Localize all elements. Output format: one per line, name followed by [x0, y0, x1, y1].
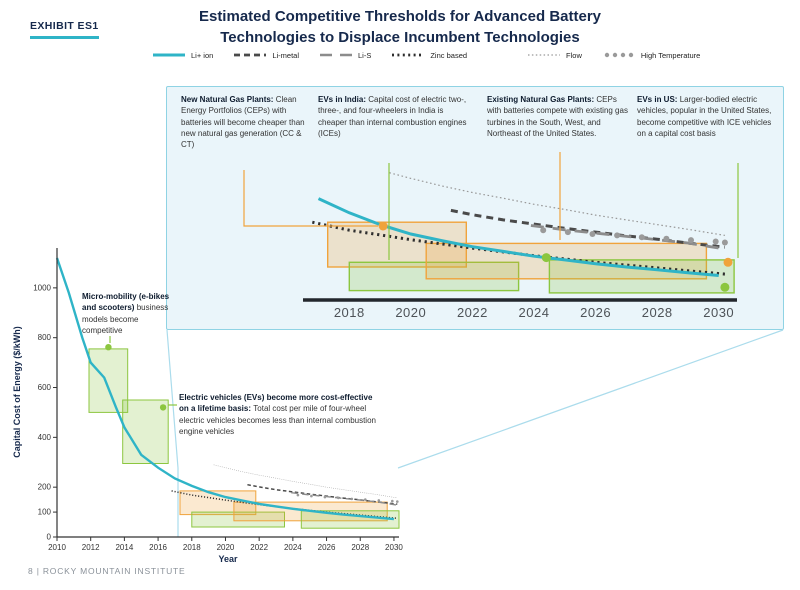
legend-item-li-metal: Li-metal	[233, 50, 299, 60]
annotation-lead: EVs in India:	[318, 95, 367, 104]
annotation-new-natural-gas: New Natural Gas Plants: Clean Energy Port…	[181, 94, 309, 151]
annotation-evs-india: EVs in India: Capital cost of electric tw…	[318, 94, 470, 139]
y-tick-label: 400	[38, 433, 52, 442]
y-tick-label: 800	[38, 333, 52, 342]
legend-item-zinc-based: Zinc based	[391, 50, 467, 60]
annotation-micro-mobility: Micro-mobility (e-bikes and scooters) bus…	[82, 291, 176, 336]
high-temperature-swatch-icon	[604, 52, 634, 58]
series-high-temperature-dot	[323, 495, 327, 499]
annotation-lead: EVs in US:	[637, 95, 678, 104]
legend-item-high-temperature: High Temperature	[602, 50, 700, 60]
series-high-temperature-dot	[396, 500, 399, 503]
series-high-temperature-dot	[391, 499, 394, 503]
x-tick-label: 2024	[284, 543, 302, 552]
series-high-temperature-dot	[377, 499, 381, 502]
threshold-box-ev-lifetime	[122, 399, 169, 464]
threshold-box-evs-india	[191, 511, 285, 528]
x-tick-label: 2018	[183, 543, 201, 552]
annotation-body: Clean Energy Portfolios (CEPs) with batt…	[181, 95, 305, 150]
legend-label: High Temperature	[640, 50, 701, 60]
x-tick-label: 2026	[318, 543, 336, 552]
x-tick-label: 2022	[250, 543, 268, 552]
annotation-lead: Electric vehicles (EVs) become more cost…	[179, 393, 373, 414]
y-tick-label: 100	[38, 508, 52, 517]
annotation-evs-us: EVs in US: Larger-bodied electric vehicle…	[637, 94, 778, 139]
legend-label: Flow	[566, 50, 582, 60]
x-tick-label: 2020	[217, 543, 235, 552]
annotation-body: business models become competitive	[82, 303, 169, 336]
annotation-body: CEPs with batteries compete with existin…	[487, 95, 628, 139]
x-tick-label: 2014	[115, 543, 133, 552]
annotation-body: Total cost per mile of four-wheel electr…	[179, 404, 376, 437]
threshold-box-existing-natural-gas	[233, 501, 388, 522]
annotation-lead: New Natural Gas Plants:	[181, 95, 274, 104]
series-high-temperature-dot	[337, 496, 340, 500]
li-metal-swatch-icon	[234, 53, 267, 57]
y-tick-label: 600	[38, 383, 52, 392]
x-axis-label: Year	[218, 554, 238, 564]
series-high-temperature-dot	[310, 494, 313, 498]
threshold-marker	[159, 404, 167, 411]
x-tick-label: 2016	[149, 543, 167, 552]
series-flow-line	[213, 464, 398, 499]
legend-item-flow: Flow	[527, 50, 582, 60]
annotation-lead: Micro-mobility (e-bikes and scooters)	[82, 292, 170, 313]
series-li-metal-line	[247, 483, 398, 505]
annotation-body: Larger-bodied electric vehicles, popular…	[637, 95, 772, 139]
x-tick-label: 2012	[82, 543, 100, 552]
zoom-connector-line	[166, 329, 179, 537]
threshold-box-micro-mobility	[88, 348, 129, 413]
y-tick-label: 200	[38, 483, 52, 492]
series-high-temperature-dot	[364, 498, 367, 501]
y-tick-label: 0	[47, 533, 52, 542]
li-s-swatch-icon	[320, 53, 352, 57]
y-axis-label: Capital Cost of Energy ($/kWh)	[12, 326, 22, 458]
legend-label: Li-metal	[272, 50, 299, 60]
annotation-body: Capital cost of electric two-, three-, a…	[318, 95, 467, 139]
annotation-existing-natural-gas: Existing Natural Gas Plants: CEPs with ba…	[487, 94, 633, 139]
series-high-temperature-dot	[296, 493, 300, 497]
flow-swatch-icon	[528, 54, 561, 56]
zinc-based-swatch-icon	[392, 53, 425, 57]
zoom-connector-line	[397, 329, 784, 469]
annotation-ev-lifetime: Electric vehicles (EVs) become more cost…	[179, 392, 379, 437]
title-line-2: Technologies to Displace Incumbent Techn…	[220, 29, 580, 46]
series-li-s-line	[291, 492, 398, 506]
annotation-lead: Existing Natural Gas Plants:	[487, 95, 595, 104]
series-zinc-based-line	[171, 490, 398, 520]
series-high-temperature-dot	[350, 497, 354, 501]
x-tick-label: 2010	[48, 543, 66, 552]
legend-label: Li+ ion	[191, 50, 214, 60]
exhibit-label: EXHIBIT ES1	[30, 20, 99, 39]
threshold-box-new-natural-gas	[179, 490, 257, 516]
title-line-1: Estimated Competitive Thresholds for Adv…	[198, 8, 602, 25]
legend-label: Li-S	[358, 50, 372, 60]
threshold-marker	[105, 344, 112, 351]
legend: Li+ ion Li-metal Li-S Zinc based Flow High Te…	[152, 50, 700, 60]
page-footer: 8 | ROCKY MOUNTAIN INSTITUTE	[28, 566, 186, 576]
threshold-box-evs-us	[300, 510, 400, 529]
li-ion-swatch-icon	[153, 53, 185, 57]
x-tick-label: 2030	[385, 543, 403, 552]
y-tick-label: 1000	[33, 283, 51, 292]
x-tick-label: 2028	[351, 543, 369, 552]
legend-item-li-s: Li-S	[319, 50, 371, 60]
legend-item-li-ion: Li+ ion	[152, 50, 213, 60]
legend-label: Zinc based	[430, 50, 468, 60]
page-title: Estimated Competitive Thresholds for Adv…	[100, 6, 700, 48]
